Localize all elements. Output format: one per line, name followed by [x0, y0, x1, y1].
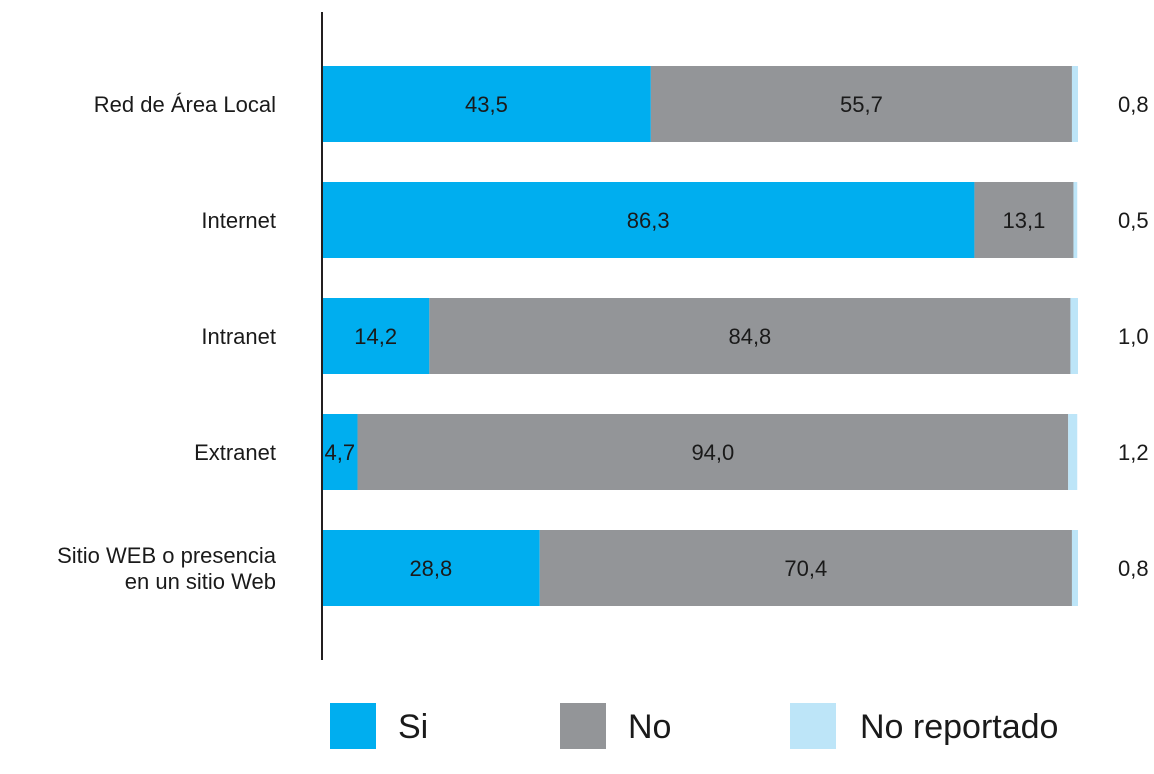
legend-swatch-si — [330, 703, 376, 749]
bar-segment-no-reportado — [1068, 414, 1078, 490]
data-label-no-reportado: 0,8 — [1118, 556, 1149, 581]
data-label: 70,4 — [784, 556, 827, 581]
data-label: 86,3 — [627, 208, 670, 233]
category-labels: Red de Área Local Internet Intranet Extrane… — [57, 92, 277, 594]
legend-swatch-no — [560, 703, 606, 749]
category-label: Extranet — [194, 440, 276, 465]
legend-label: No reportado — [860, 708, 1058, 746]
data-label: 55,7 — [840, 92, 883, 117]
data-label: 4,7 — [324, 440, 355, 465]
data-label-no-reportado: 1,0 — [1118, 324, 1149, 349]
category-label-line: Internet — [201, 208, 276, 233]
legend-swatch-no-reportado — [790, 703, 836, 749]
bar-segment-no-reportado — [1073, 182, 1078, 258]
category-label: Red de Área Local — [94, 92, 276, 117]
data-label-no-reportado: 0,5 — [1118, 208, 1149, 233]
bar-segment-si — [322, 298, 430, 374]
value-labels: 43,5 55,7 0,8 86,3 13,1 0,5 14,2 84,8 1,0 4,7 94,0… — [324, 92, 1148, 581]
data-label-no-reportado: 0,8 — [1118, 92, 1149, 117]
category-label-line: Red de Área Local — [94, 92, 276, 117]
bar-segment-no-reportado — [1071, 66, 1078, 142]
category-label-line: Extranet — [194, 440, 276, 465]
data-label: 43,5 — [465, 92, 508, 117]
bar-segment-no — [539, 530, 1072, 606]
category-label-line: en un sitio Web — [125, 569, 276, 594]
bar-segment-no — [650, 66, 1072, 142]
category-label-line: Intranet — [201, 324, 276, 349]
data-label: 14,2 — [354, 324, 397, 349]
bars-layer — [322, 66, 1078, 606]
category-label: Intranet — [201, 324, 276, 349]
legend-label: No — [628, 708, 671, 746]
bar-segment-si — [322, 414, 358, 490]
bar-segment-no-reportado — [1070, 298, 1078, 374]
bar-segment-si — [322, 182, 975, 258]
category-label: Internet — [201, 208, 276, 233]
bar-segment-no — [429, 298, 1071, 374]
bar-segment-no — [974, 182, 1074, 258]
legend-label: Si — [398, 708, 428, 746]
bar-segment-no-reportado — [1071, 530, 1078, 606]
data-label: 13,1 — [1003, 208, 1046, 233]
bar-segment-no — [357, 414, 1069, 490]
bar-segment-si — [322, 530, 540, 606]
category-label-line: Sitio WEB o presencia — [57, 543, 277, 568]
data-label: 94,0 — [691, 440, 734, 465]
category-label: Sitio WEB o presencia en un sitio Web — [57, 543, 277, 594]
data-label: 84,8 — [728, 324, 771, 349]
data-label: 28,8 — [409, 556, 452, 581]
data-label-no-reportado: 1,2 — [1118, 440, 1149, 465]
bar-segment-si — [322, 66, 651, 142]
legend: Si No No reportado — [330, 703, 1058, 749]
